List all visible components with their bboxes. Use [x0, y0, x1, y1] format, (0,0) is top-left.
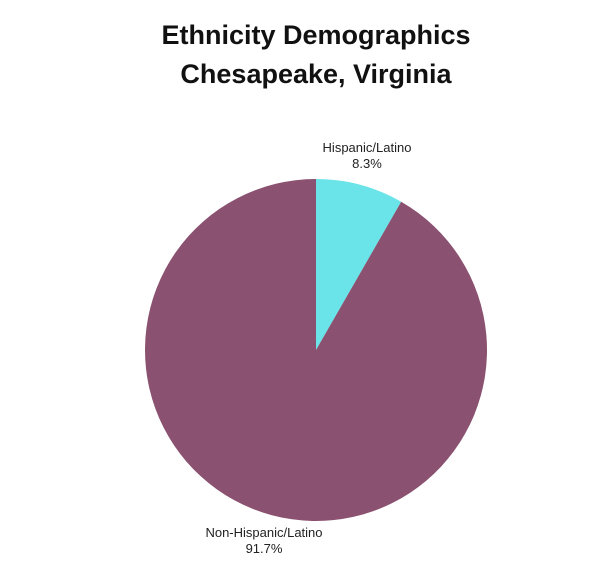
chart-title: Ethnicity Demographics — [161, 20, 470, 50]
slice-value-non-hispanic: 91.7% — [246, 541, 283, 556]
pie-slice-non-hispanic-latino — [145, 179, 488, 521]
slice-value-hispanic: 8.3% — [352, 156, 382, 171]
slice-label-hispanic: Hispanic/Latino — [323, 140, 412, 155]
pie-slices — [145, 179, 488, 521]
pie-slice-hispanic-latino — [316, 179, 402, 350]
chart-subtitle: Chesapeake, Virginia — [180, 59, 452, 89]
slice-label-non-hispanic: Non-Hispanic/Latino — [205, 525, 322, 540]
